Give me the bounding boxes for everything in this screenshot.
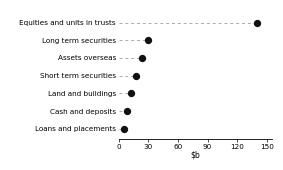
Point (121, 128, 126, 130)
Point (128, 92, 133, 95)
Point (255, 21, 259, 24)
X-axis label: $b: $b (190, 151, 200, 160)
Point (125, 110, 129, 112)
Point (146, 39, 151, 42)
Point (133, 74, 138, 77)
Point (139, 57, 144, 59)
